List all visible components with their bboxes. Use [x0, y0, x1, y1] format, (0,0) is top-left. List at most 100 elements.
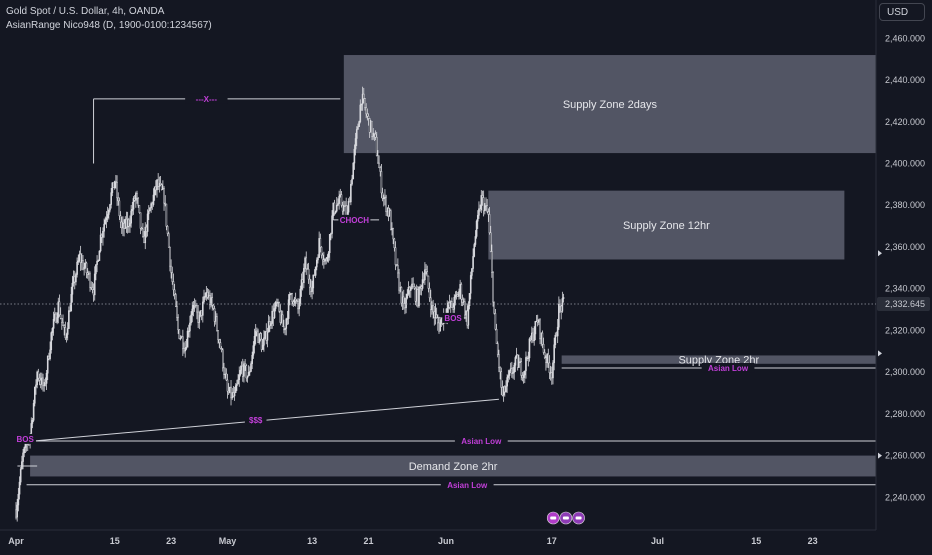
structure-label-3: CHOCH: [340, 216, 370, 225]
candle-body-425: [514, 357, 517, 366]
candle-body-454: [548, 362, 551, 373]
candle-body-84: [113, 181, 116, 189]
candle-body-403: [488, 214, 491, 234]
candle-body-230: [285, 318, 288, 329]
candle-body-359: [437, 317, 439, 324]
label-bg-8: [701, 362, 755, 373]
candle-body-88: [118, 200, 121, 217]
candle-body-55: [79, 253, 82, 263]
candle-body-104: [137, 197, 139, 206]
candle-body-434: [525, 357, 527, 372]
candle-body-37: [58, 301, 61, 316]
candle-body-310: [379, 167, 382, 172]
zone-1: [488, 190, 845, 260]
x-tick-2: 23: [166, 536, 176, 546]
candle-body-85: [115, 181, 117, 183]
candle-body-394: [478, 208, 480, 216]
candle-body-259: [319, 238, 322, 248]
candle-body-453: [547, 353, 550, 364]
candle-body-390: [473, 244, 476, 257]
candle-body-53: [77, 260, 80, 263]
candle-body-124: [160, 184, 163, 190]
candle-body-389: [472, 256, 474, 269]
candle-body-430: [520, 361, 523, 376]
candle-body-69: [96, 260, 98, 265]
structure-label-5: BOS: [444, 314, 462, 323]
candle-body-78: [106, 214, 109, 219]
candle-body-103: [136, 193, 138, 199]
candle-body-123: [159, 182, 162, 185]
candle-body-441: [533, 333, 535, 342]
candle-body-163: [206, 292, 209, 298]
candle-body-171: [216, 316, 218, 331]
candle-body-77: [105, 217, 108, 221]
candle-body-139: [178, 329, 181, 339]
structure-label-7: BOS: [16, 435, 34, 444]
candle-body-247: [305, 257, 308, 269]
candle-body-176: [222, 349, 224, 369]
candle-body-407: [493, 301, 496, 314]
candle-body-63: [89, 273, 91, 288]
candle-body-466: [562, 297, 565, 299]
candle-body-81: [110, 192, 112, 205]
x-tick-1: 15: [110, 536, 120, 546]
candle-body-187: [234, 385, 237, 393]
candle-body-457: [552, 362, 554, 379]
candle-body-462: [558, 303, 560, 328]
candle-body-7: [23, 447, 26, 454]
axis-marker-2: [878, 452, 882, 459]
candle-body-268: [330, 233, 332, 235]
indicator-label: AsianRange Nico948 (D, 1900-0100:1234567…: [6, 20, 212, 31]
last-price-tag: [877, 297, 930, 312]
candle-body-333: [406, 293, 409, 299]
y-tick-9: 2,420.000: [885, 117, 925, 127]
candle-body-100: [132, 198, 135, 210]
candle-body-374: [454, 295, 457, 298]
candle-body-458: [553, 344, 555, 364]
candle-body-156: [198, 315, 201, 323]
candle-body-3: [18, 481, 21, 495]
candle-body-401: [486, 205, 488, 212]
candle-body-393: [476, 215, 479, 222]
candle-body-191: [239, 369, 242, 375]
candle-body-67: [93, 273, 96, 296]
candle-body-325: [397, 265, 399, 274]
candle-body-76: [104, 219, 107, 225]
candle-body-409: [495, 328, 498, 344]
candle-body-423: [512, 372, 514, 374]
candle-body-180: [226, 379, 229, 392]
candle-body-145: [185, 347, 188, 349]
candle-body-387: [469, 275, 472, 294]
candle-body-117: [152, 194, 155, 205]
candle-body-14: [31, 420, 34, 424]
currency-button[interactable]: USD: [879, 3, 925, 21]
candle-body-358: [435, 314, 438, 318]
candle-body-398: [482, 197, 485, 212]
candle-body-377: [458, 291, 460, 297]
candle-body-269: [331, 215, 333, 234]
event-icon-mark-2: [575, 516, 582, 520]
y-tick-8: 2,400.000: [885, 159, 925, 169]
lines-layer: [17, 98, 876, 486]
candle-body-204: [254, 330, 257, 337]
candle-body-106: [139, 212, 142, 229]
structure-label-9: Asian Low: [461, 437, 502, 446]
candle-body-196: [245, 365, 248, 379]
candle-body-303: [371, 121, 373, 137]
candle-body-130: [167, 233, 170, 248]
candle-body-57: [82, 260, 84, 270]
candle-body-408: [494, 313, 497, 330]
candle-body-411: [498, 354, 500, 369]
candle-body-189: [237, 379, 239, 385]
candle-body-260: [320, 246, 323, 256]
zone-label-3: Demand Zone 2hr: [409, 461, 498, 473]
event-icon-2: [572, 511, 585, 525]
candle-body-27: [46, 355, 49, 374]
y-tick-10: 2,440.000: [885, 75, 925, 85]
candle-body-98: [130, 210, 132, 224]
y-tick-3: 2,300.000: [885, 367, 925, 377]
candle-body-70: [97, 260, 100, 262]
